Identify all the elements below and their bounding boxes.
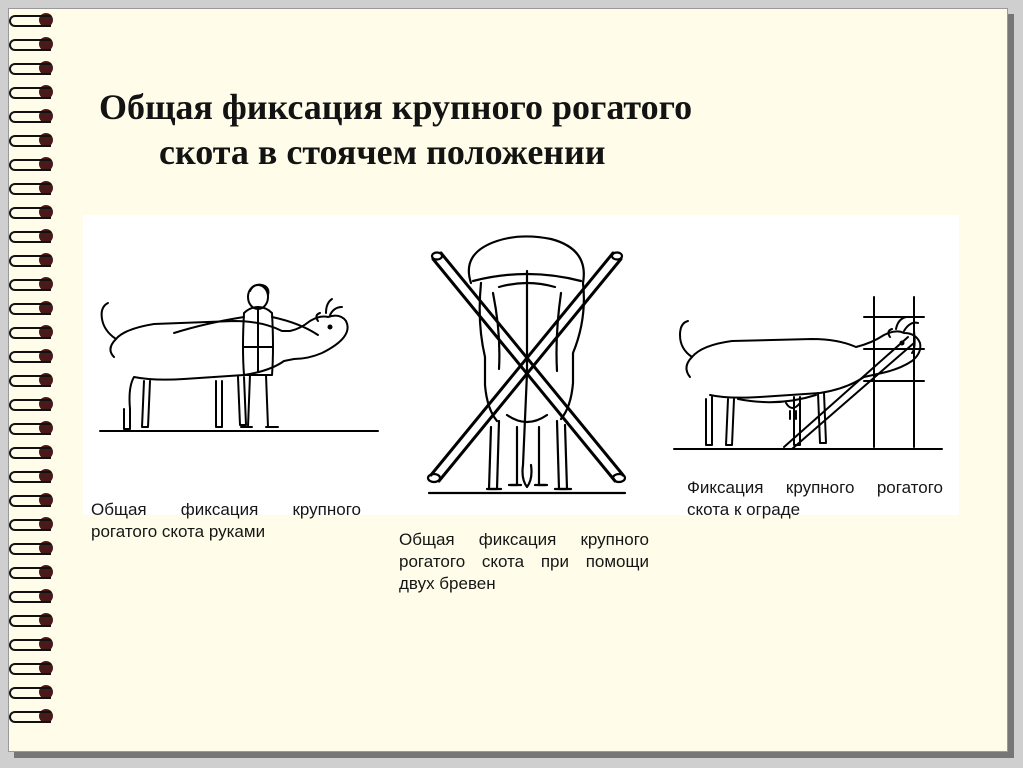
illustration-cow-handler bbox=[94, 259, 384, 439]
spiral-binding bbox=[9, 9, 57, 751]
title-line-1: Общая фиксация крупного рогатого bbox=[99, 87, 692, 127]
caption-2: Общая фиксация крупного рогатого скота п… bbox=[399, 529, 649, 594]
page: Общая фиксация крупного рогатого скота в… bbox=[8, 8, 1008, 752]
illustration-cow-fence bbox=[668, 277, 948, 467]
caption-1: Общая фиксация крупного рогатого скота р… bbox=[91, 499, 361, 543]
slide-frame: Общая фиксация крупного рогатого скота в… bbox=[0, 0, 1023, 768]
figure-row bbox=[83, 215, 959, 515]
illustration-cow-logs bbox=[401, 223, 651, 513]
caption-3: Фиксация крупного рогатого скота к оград… bbox=[687, 477, 943, 521]
figure-1 bbox=[89, 223, 389, 439]
figure-2 bbox=[396, 223, 656, 513]
page-title: Общая фиксация крупного рогатого скота в… bbox=[99, 85, 959, 175]
title-line-2: скота в стоячем положении bbox=[99, 130, 959, 175]
figure-3 bbox=[663, 223, 953, 467]
